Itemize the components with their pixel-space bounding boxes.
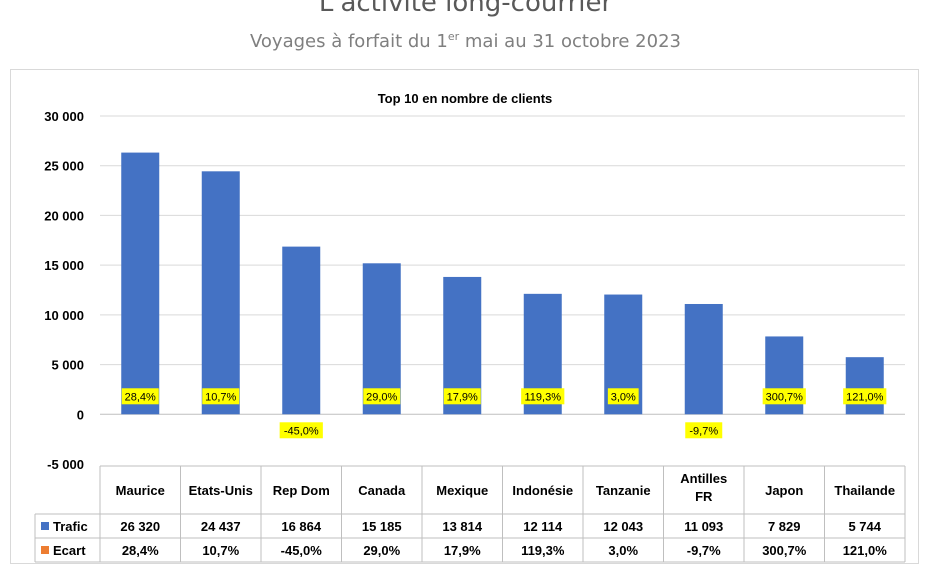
bar-trafic (121, 152, 160, 415)
table-cell: -45,0% (281, 543, 323, 558)
chart-frame (10, 69, 919, 564)
legend-swatch (41, 546, 49, 554)
category-label: Japon (765, 483, 803, 498)
table-cell: 24 437 (201, 519, 241, 534)
table-cell: 119,3% (521, 543, 565, 558)
ecart-data-label: -45,0% (284, 425, 319, 437)
chart-title: Top 10 en nombre de clients (378, 91, 553, 106)
ecart-label-bg (279, 422, 323, 439)
bar-trafic (845, 357, 884, 415)
bar-trafic (684, 303, 723, 415)
category-label: Mexique (436, 483, 488, 498)
ecart-data-label: 29,0% (366, 391, 397, 403)
category-label: Etats-Unis (189, 483, 253, 498)
table-cell: -9,7% (687, 543, 721, 558)
subtitle-suffix: mai au 31 octobre 2023 (459, 31, 681, 52)
table-cell: 13 814 (442, 519, 483, 534)
bar-trafic (201, 171, 240, 415)
table-cell: 5 744 (848, 519, 881, 534)
subtitle-superscript: er (447, 30, 460, 43)
ecart-label-bg (202, 388, 240, 405)
ecart-data-label: 10,7% (205, 391, 236, 403)
ecart-label-bg (685, 422, 723, 439)
table-cell: 12 043 (603, 519, 643, 534)
category-label: Thailande (834, 483, 895, 498)
ecart-label-bg (363, 388, 401, 405)
page-subtitle: Voyages à forfait du 1er mai au 31 octob… (0, 30, 931, 52)
ecart-data-label: 17,9% (447, 391, 478, 403)
y-tick-label: 20 000 (44, 208, 84, 223)
table-cell: 29,0% (363, 543, 400, 558)
y-tick-label: 15 000 (44, 258, 84, 273)
ecart-data-label: 121,0% (846, 391, 884, 403)
ecart-label-bg (521, 388, 565, 405)
y-tick-label: 0 (77, 407, 84, 422)
table-cell: 12 114 (523, 519, 563, 534)
ecart-data-label: 300,7% (766, 391, 804, 403)
table-cell: 17,9% (444, 543, 481, 558)
page-title: L'activité long-courrier (318, 0, 613, 18)
legend-label: Ecart (53, 543, 86, 558)
category-label: Maurice (116, 483, 165, 498)
table-cell: 10,7% (202, 543, 239, 558)
table-cell: 7 829 (768, 519, 801, 534)
ecart-label-bg (607, 388, 639, 405)
table-cell: 26 320 (120, 519, 160, 534)
table-cell: 11 093 (684, 519, 723, 534)
table-cell: 16 864 (281, 519, 322, 534)
y-tick-label: 30 000 (44, 109, 84, 124)
category-label: Tanzanie (596, 483, 651, 498)
y-tick-label: 5 000 (51, 358, 84, 373)
table-cell: 121,0% (843, 543, 888, 558)
bar-trafic (282, 246, 321, 415)
y-tick-label: -5 000 (47, 457, 84, 472)
category-label: FR (695, 489, 713, 504)
ecart-label-bg (443, 388, 481, 405)
legend-swatch (41, 522, 49, 530)
ecart-data-label: 28,4% (125, 391, 156, 403)
subtitle-prefix: Voyages à forfait du 1 (250, 31, 448, 52)
category-label: Canada (358, 483, 406, 498)
category-label: Antilles (680, 471, 727, 486)
ecart-data-label: 3,0% (611, 391, 636, 403)
table-cell: 300,7% (762, 543, 807, 558)
y-tick-label: 25 000 (44, 159, 84, 174)
ecart-data-label: -9,7% (689, 425, 718, 437)
ecart-label-bg (121, 388, 159, 405)
table-cell: 28,4% (122, 543, 159, 558)
category-label: Indonésie (512, 483, 573, 498)
ecart-label-bg (762, 388, 806, 405)
ecart-label-bg (843, 388, 887, 405)
category-label: Rep Dom (273, 483, 330, 498)
ecart-data-label: 119,3% (525, 391, 562, 403)
table-cell: 15 185 (362, 519, 402, 534)
y-tick-label: 10 000 (44, 308, 84, 323)
legend-label: Trafic (53, 519, 88, 534)
table-cell: 3,0% (608, 543, 638, 558)
